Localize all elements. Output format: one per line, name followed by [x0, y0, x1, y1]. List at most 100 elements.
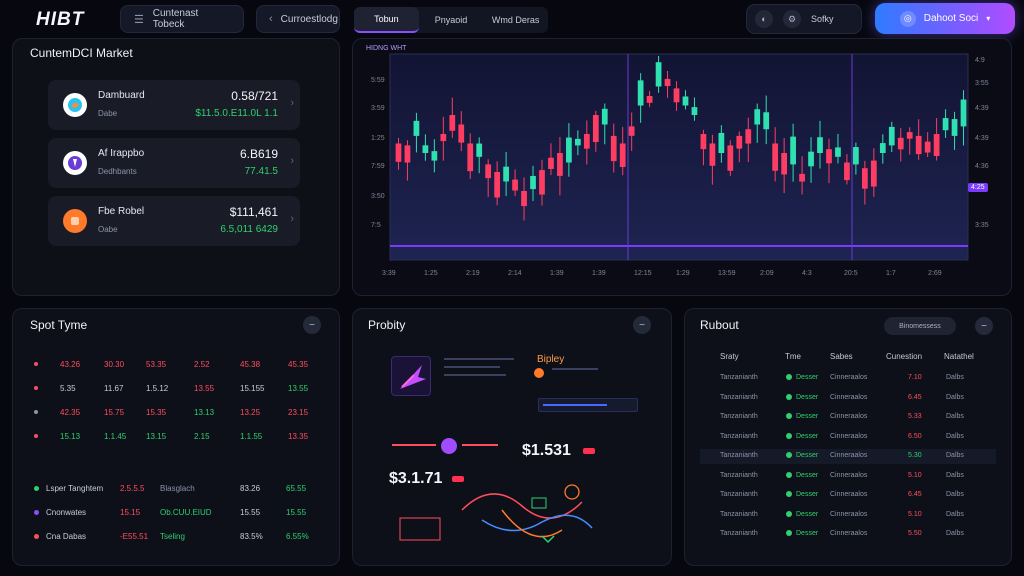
- spot-cell: 45.38: [240, 360, 261, 369]
- candle-body: [476, 143, 483, 157]
- candle-body: [933, 134, 940, 157]
- table-cell: 6.45: [908, 393, 922, 401]
- row-dot: [34, 362, 38, 366]
- table-cell: Tanzanianth: [720, 471, 758, 479]
- progress-field[interactable]: [538, 398, 638, 412]
- candle-body: [566, 137, 572, 163]
- market-item-name: Dambuard: [98, 90, 145, 101]
- token-icon: [441, 438, 457, 454]
- spot-cell: 13.55: [288, 384, 309, 393]
- menu-icon: ☰: [133, 13, 144, 26]
- market-item-sub: Dedhbants: [98, 167, 137, 176]
- candle-body: [826, 149, 832, 164]
- table-cell: Desser: [796, 374, 819, 381]
- table-cell: Desser: [796, 471, 819, 479]
- tab-1[interactable]: Tobun: [354, 7, 419, 33]
- nav-button-2[interactable]: ‹ Curroestlodg: [256, 5, 340, 33]
- table-cell: Cinneraalos: [830, 471, 868, 479]
- table-cell: Desser: [796, 510, 819, 518]
- price-marker: 4:25: [968, 183, 988, 192]
- spot-cell: 23.15: [288, 408, 309, 417]
- x-axis-label: 1:25: [424, 270, 438, 277]
- settings-icon[interactable]: ⚙: [783, 10, 801, 28]
- column-header[interactable]: Sabes: [830, 352, 853, 361]
- spot-cell: 13.55: [194, 384, 215, 393]
- candle-body: [700, 134, 707, 150]
- nav-button-1[interactable]: ☰ Cuntenast Tobeck: [120, 5, 244, 33]
- table-cell: 6.45: [908, 491, 922, 498]
- coin-logo-icon: [63, 209, 87, 233]
- candle-body: [610, 135, 617, 162]
- candle-body: [673, 88, 680, 103]
- candle-body: [835, 147, 841, 157]
- chevron-right-icon: ›: [290, 97, 294, 109]
- market-item-name: Fbe Robel: [98, 206, 145, 217]
- status-icon: [786, 491, 792, 497]
- logo[interactable]: HIBT: [36, 9, 85, 30]
- chevron-down-icon: ▾: [986, 14, 991, 23]
- market-item-2[interactable]: Af Irappbo Dedhbants 6.B619 77.41.5 ›: [48, 138, 300, 188]
- rubout-filter[interactable]: Binomessess: [884, 317, 956, 335]
- candle-body: [960, 99, 967, 127]
- order-label[interactable]: Lsper Tanghtem: [46, 484, 104, 493]
- row-dot: [34, 434, 38, 438]
- status-icon: [786, 452, 792, 458]
- more-icon[interactable]: −: [303, 316, 321, 334]
- status-icon: [786, 530, 792, 536]
- table-row[interactable]: [700, 449, 996, 464]
- spot-title: Spot Tyme: [30, 318, 88, 332]
- rubout-title: Rubout: [700, 318, 739, 332]
- column-header[interactable]: Tme: [785, 352, 801, 361]
- status-icon: [786, 393, 792, 400]
- table-cell: Dalbs: [946, 530, 964, 537]
- cta-button[interactable]: ◎ Dahoot Soci ▾: [875, 3, 1015, 34]
- candle-body: [879, 143, 886, 153]
- table-cell: 5.10: [908, 510, 922, 518]
- order-label[interactable]: Cnonwates: [46, 508, 87, 517]
- candle-body: [431, 151, 438, 161]
- table-cell: Cinneraalos: [830, 432, 868, 440]
- candle-body: [458, 124, 465, 143]
- settings-label[interactable]: Sofky: [811, 14, 834, 24]
- table-cell: Dalbs: [946, 471, 964, 479]
- tab-2[interactable]: Pnyaoid: [434, 15, 468, 25]
- order-dot: [34, 534, 39, 539]
- column-header[interactable]: Sraty: [720, 352, 739, 361]
- candle-body: [440, 134, 447, 142]
- table-cell: Dalbs: [946, 413, 964, 420]
- tab-3[interactable]: Wmd Deras: [491, 15, 540, 25]
- candle-body: [413, 120, 420, 136]
- candle-body: [512, 179, 518, 191]
- order-value: 83.5%: [240, 532, 263, 541]
- market-item-sub: Oabe: [98, 225, 118, 234]
- column-header[interactable]: Cunestion: [886, 352, 923, 361]
- y-axis-right-label: 4:39: [975, 135, 989, 142]
- column-header[interactable]: Natathel: [944, 352, 974, 361]
- spot-cell: 5.35: [60, 384, 76, 393]
- spot-cell: 43.26: [60, 360, 81, 369]
- candle-body: [817, 137, 823, 153]
- status-icon: [786, 374, 792, 380]
- spot-cell: 1.1.45: [104, 432, 127, 441]
- more-icon[interactable]: −: [975, 317, 993, 335]
- order-value: -E55.51: [120, 532, 149, 541]
- candle-body: [655, 62, 662, 87]
- table-cell: Desser: [796, 413, 819, 420]
- spot-cell: 11.67: [104, 384, 124, 393]
- asset-thumbnail[interactable]: [391, 356, 431, 396]
- order-label[interactable]: Cna Dabas: [46, 532, 87, 541]
- theme-icon[interactable]: ◐: [755, 10, 773, 28]
- order-value: 65.55: [286, 484, 307, 493]
- candlestick-chart[interactable]: [352, 38, 1012, 296]
- more-icon[interactable]: −: [633, 316, 651, 334]
- placeholder-line: [444, 374, 506, 376]
- x-axis-label: 2:19: [466, 270, 480, 277]
- spot-cell: 45.35: [288, 360, 309, 369]
- table-cell: Cinneraalos: [830, 413, 868, 420]
- candle-body: [494, 172, 501, 198]
- candle-body: [942, 118, 949, 131]
- market-item-1[interactable]: Dambuard Dabe 0.58/721 $11.5.0.E11.0L 1.…: [48, 80, 300, 130]
- spot-cell: 2.52: [194, 360, 210, 369]
- market-item-3[interactable]: Fbe Robel Oabe $111,461 6.5,011 6429 ›: [48, 196, 300, 246]
- status-dot: [534, 368, 544, 378]
